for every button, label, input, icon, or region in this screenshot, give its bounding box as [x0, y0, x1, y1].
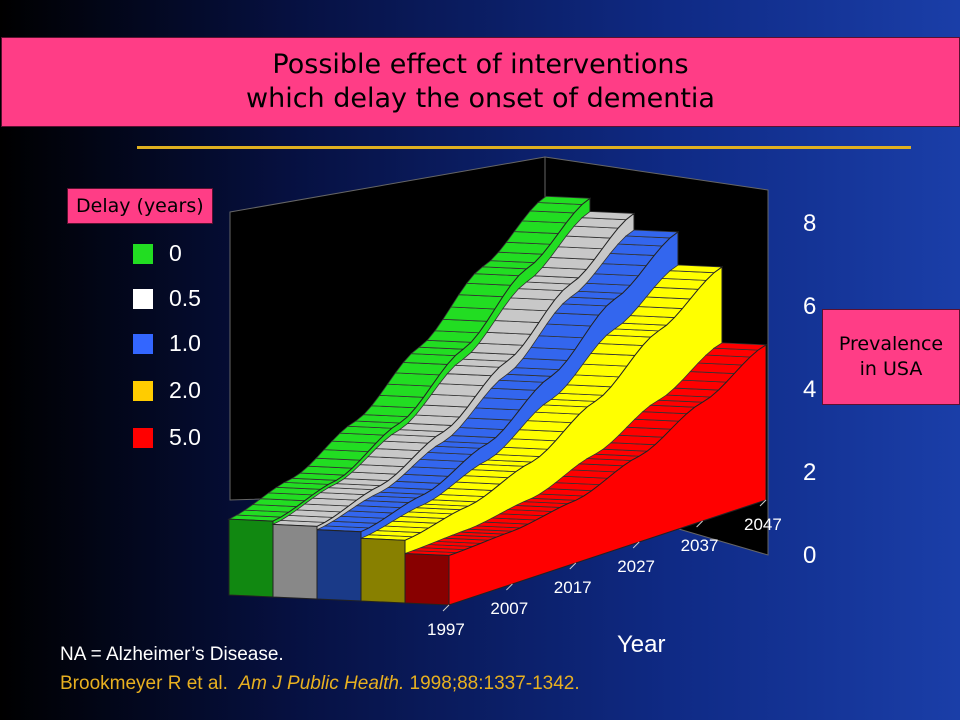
- series-front-face: [272, 523, 318, 600]
- title-banner: Possible effect of interventions which d…: [1, 37, 960, 127]
- x-tick-label: 2047: [744, 515, 782, 534]
- legend-label: 1.0: [169, 330, 201, 356]
- series-front-face: [228, 518, 274, 598]
- legend-label: 0.5: [169, 285, 201, 311]
- x-axis-title: Year: [617, 631, 666, 658]
- x-tick-mark: [632, 541, 640, 549]
- series-top-segment: [538, 323, 592, 339]
- series-top-segment: [494, 308, 548, 323]
- x-tick-label: 1997: [427, 620, 465, 639]
- legend-item: 5.0: [133, 424, 201, 451]
- y-tick-label: 8: [803, 210, 816, 237]
- series-front-face: [404, 552, 450, 606]
- citation-journal: Am J Public Health.: [238, 673, 405, 694]
- citation-details: 1998;88:1337-1342.: [409, 673, 580, 694]
- legend-label: 0: [169, 240, 182, 266]
- legend-label: 2.0: [169, 377, 201, 403]
- title-line-1: Possible effect of interventions: [272, 49, 689, 81]
- legend-title: Delay (years): [67, 188, 213, 224]
- legend-item: 0: [133, 240, 182, 267]
- x-tick-mark: [569, 562, 577, 570]
- y-tick-label: 2: [803, 459, 816, 486]
- title-line-2: which delay the onset of dementia: [246, 83, 715, 114]
- legend-swatch: [133, 427, 153, 448]
- x-tick-label: 2017: [554, 578, 592, 597]
- series-top-segment: [486, 320, 540, 335]
- legend-item: 2.0: [133, 377, 201, 404]
- x-tick-mark: [759, 499, 767, 507]
- legend-label: 5.0: [169, 424, 201, 450]
- citation-authors: Brookmeyer R et al.: [60, 673, 228, 694]
- y-tick-label: 6: [803, 293, 816, 320]
- series-top-segment: [530, 335, 584, 350]
- x-tick-label: 2007: [490, 599, 528, 618]
- x-tick-label: 2037: [681, 536, 719, 555]
- prevalence-label-line-1: Prevalence: [838, 333, 944, 356]
- legend-swatch: [133, 380, 153, 401]
- legend-swatch: [133, 288, 153, 309]
- prevalence-label-line-2: in USA: [859, 358, 923, 380]
- series-layer: [227, 195, 768, 606]
- legend-item: 1.0: [133, 330, 201, 357]
- series-top-segment: [442, 306, 496, 322]
- legend-swatch: [133, 333, 153, 354]
- legend-item: 0.5: [133, 285, 201, 312]
- series-front-face: [316, 529, 362, 602]
- citation: Brookmeyer R et al. Am J Public Health. …: [60, 673, 580, 695]
- x-tick-mark: [506, 583, 513, 591]
- series-top-segment: [450, 294, 504, 310]
- series-ribbon: [404, 342, 768, 606]
- y-tick-label: 4: [803, 376, 816, 403]
- title-divider: [137, 146, 911, 149]
- series-front-face: [360, 537, 406, 604]
- legend-swatch: [133, 243, 153, 264]
- axis-layer: 0 2 4 6 8 1997 2007 2017 2027 2037 2047 Year: [427, 210, 816, 658]
- prevalence-label: Prevalence in USA: [822, 309, 960, 405]
- x-tick-mark: [442, 604, 450, 612]
- y-tick-label: 0: [803, 542, 816, 569]
- x-tick-mark: [696, 520, 703, 528]
- x-tick-label: 2027: [617, 557, 655, 576]
- footnote: NA = Alzheimer’s Disease.: [60, 644, 284, 665]
